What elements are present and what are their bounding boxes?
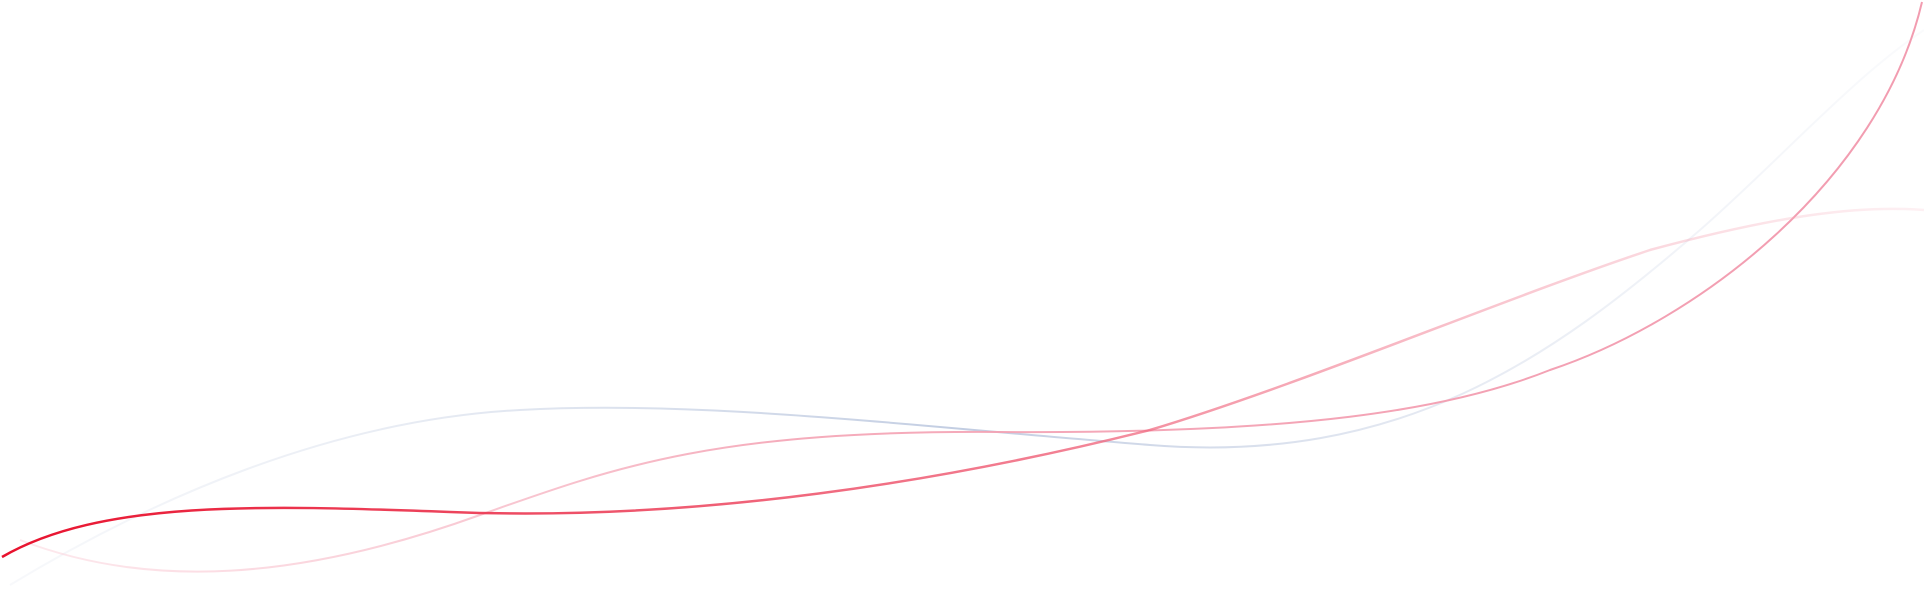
pink-wave (19, 1, 1923, 573)
blue-gray-wave (9, 29, 1924, 586)
red-wave (1, 207, 1924, 559)
